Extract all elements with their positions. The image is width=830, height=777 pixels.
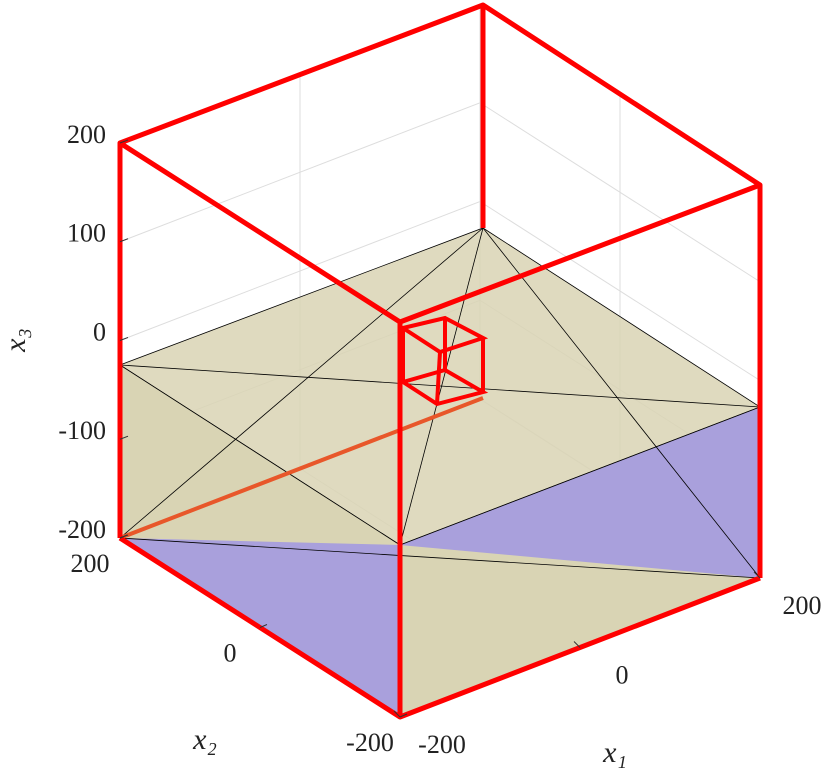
z-tick-label: -200 [58,515,106,544]
y-tick-label: -200 [346,728,394,757]
x-tick-label: 0 [616,660,629,689]
x-axis-label: x₁ [602,736,627,769]
inner-cube [397,315,489,407]
x-tick-label: 200 [783,591,822,620]
x-tick [573,641,581,648]
right-blue [400,407,760,578]
z-axis-label: x₃ [0,328,32,353]
y-tick [259,624,268,628]
y-tick [119,534,128,539]
y-tick-label: 0 [224,638,237,667]
x-tick-label: -200 [418,730,466,759]
y-axis-label: x₂ [192,723,217,756]
y-tick [399,713,408,718]
z-tick [119,337,129,341]
x-tick [753,571,761,579]
z-tick-label: 0 [93,317,106,346]
z-tick-label: 100 [67,219,106,248]
outer-cube [117,2,763,720]
x-tick [393,710,401,718]
mesh-lines [119,227,761,579]
z-tick-label: 200 [67,120,106,149]
surfaces [119,227,761,717]
z-tick [119,435,129,440]
z-tick-label: -100 [58,416,106,445]
z-tick [119,238,129,243]
z-tick [119,139,129,144]
grid-line [119,3,761,184]
y-tick-label: 200 [71,549,110,578]
